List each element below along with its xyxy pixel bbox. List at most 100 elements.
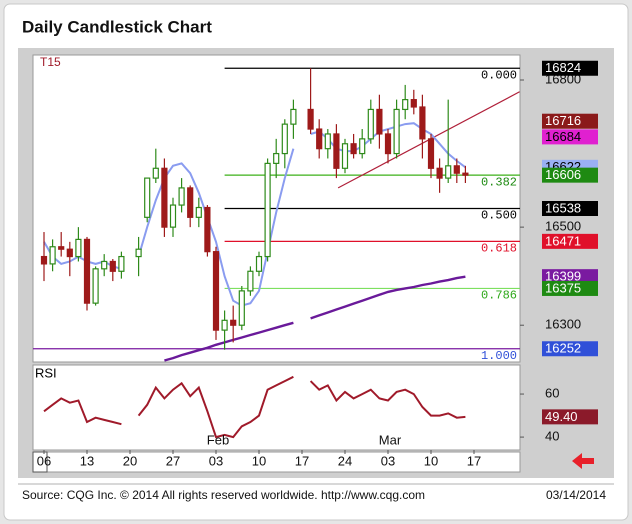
symbol: T15 bbox=[40, 55, 61, 69]
candle-body bbox=[367, 108, 374, 140]
candle-body bbox=[307, 108, 314, 130]
candle-body bbox=[350, 143, 357, 155]
value-box bbox=[542, 233, 598, 249]
x-tick-label: 17 bbox=[295, 453, 309, 468]
rsi-line bbox=[43, 375, 466, 439]
rsi-panel bbox=[32, 364, 521, 451]
candle-body bbox=[393, 108, 400, 155]
candle-body bbox=[410, 99, 417, 108]
candle-body bbox=[92, 268, 99, 304]
fib-label: 0.786 bbox=[481, 289, 517, 303]
candle-body bbox=[195, 206, 202, 218]
value-box bbox=[542, 201, 598, 216]
value-box bbox=[542, 129, 598, 145]
candle-body bbox=[187, 187, 194, 218]
rsi-tick-label: 60 bbox=[545, 385, 559, 400]
candle-body bbox=[359, 138, 366, 155]
value-box-label: 16684 bbox=[545, 129, 581, 144]
scroll-arrow[interactable] bbox=[572, 453, 594, 469]
value-box-label: 16399 bbox=[545, 269, 581, 284]
y-tick-label: 16500 bbox=[545, 219, 581, 234]
rsi-tick-label: 40 bbox=[545, 429, 559, 444]
value-box bbox=[542, 167, 598, 183]
candle-body bbox=[109, 260, 116, 272]
candle-body bbox=[316, 128, 323, 150]
value-box-label: 16471 bbox=[545, 233, 581, 248]
candle-body bbox=[58, 246, 65, 250]
x-tick-label: 27 bbox=[166, 453, 180, 468]
value-box bbox=[542, 280, 598, 296]
candle-body bbox=[427, 138, 435, 169]
candle-body bbox=[152, 167, 159, 179]
x-axis-row bbox=[32, 451, 521, 473]
moving-average bbox=[164, 275, 466, 362]
fib-label: 0.500 bbox=[481, 209, 517, 223]
value-box bbox=[542, 269, 598, 285]
footer-date: 03/14/2014 bbox=[546, 488, 606, 502]
value-box-label: 16606 bbox=[545, 167, 581, 182]
candle-body bbox=[436, 167, 443, 179]
candle-body bbox=[264, 162, 271, 258]
candle-body bbox=[230, 319, 237, 326]
x-tick-label: 06 bbox=[37, 453, 51, 468]
candle-body bbox=[376, 108, 383, 135]
candle-body bbox=[144, 177, 151, 218]
x-tick-label: 10 bbox=[424, 453, 438, 468]
x-tick-label: 17 bbox=[467, 453, 481, 468]
chart-title: Daily Candlestick Chart bbox=[22, 17, 212, 36]
candle-body bbox=[273, 152, 280, 164]
candle-body bbox=[290, 108, 297, 125]
value-box-label: 16375 bbox=[545, 280, 581, 295]
footer-source: Source: CQG Inc. © 2014 All rights reser… bbox=[22, 488, 425, 502]
candle-body bbox=[212, 251, 220, 331]
fib-label: 0.618 bbox=[481, 242, 517, 256]
fib-label: 0.382 bbox=[481, 175, 517, 189]
fib-label: 1.000 bbox=[481, 349, 517, 363]
candle-body bbox=[135, 248, 142, 258]
candle-body bbox=[238, 290, 245, 326]
candle-body bbox=[247, 270, 254, 292]
x-tick-label: 24 bbox=[338, 453, 352, 468]
candle-body bbox=[161, 167, 168, 228]
candle-body bbox=[384, 133, 392, 155]
scroll-box bbox=[32, 451, 48, 473]
month-label: Mar bbox=[379, 432, 402, 447]
candle-body bbox=[49, 246, 56, 265]
candle-body bbox=[324, 133, 331, 150]
value-box-label: 16538 bbox=[545, 200, 581, 215]
candle-body bbox=[118, 255, 125, 272]
candle-body bbox=[40, 255, 48, 265]
value-box bbox=[542, 60, 598, 76]
price-plot: 0.000 0.382 0.500 0.618 0.786 1.000 bbox=[33, 67, 520, 363]
x-tick-label: 03 bbox=[381, 453, 395, 468]
candle-body bbox=[333, 133, 340, 169]
candle-body bbox=[281, 123, 288, 155]
candle-body bbox=[169, 204, 177, 228]
value-box bbox=[542, 113, 598, 129]
y-tick-label: 16300 bbox=[545, 317, 581, 332]
value-box-label: 16824 bbox=[545, 60, 581, 75]
candle-body bbox=[101, 260, 108, 270]
value-box bbox=[542, 341, 598, 357]
candle-body bbox=[221, 319, 228, 331]
value-box-label: 49.40 bbox=[545, 409, 578, 424]
candle-body bbox=[402, 99, 409, 111]
candle-body bbox=[75, 238, 82, 258]
x-tick-label: 13 bbox=[80, 453, 94, 468]
candle-body bbox=[204, 206, 211, 253]
value-box-label: 16252 bbox=[545, 341, 581, 356]
x-tick-label: 03 bbox=[209, 453, 223, 468]
candle-body bbox=[341, 143, 349, 169]
candle-body bbox=[178, 187, 185, 206]
month-label: Feb bbox=[207, 432, 229, 447]
candle-body bbox=[419, 106, 426, 140]
candle-body bbox=[453, 165, 460, 174]
value-box-label: 16716 bbox=[545, 113, 581, 128]
indicator-label: RSI bbox=[35, 365, 57, 380]
x-tick-label: 10 bbox=[252, 453, 266, 468]
candle-body bbox=[255, 255, 263, 272]
rsi-plot bbox=[43, 375, 466, 439]
candle-body bbox=[83, 238, 91, 304]
